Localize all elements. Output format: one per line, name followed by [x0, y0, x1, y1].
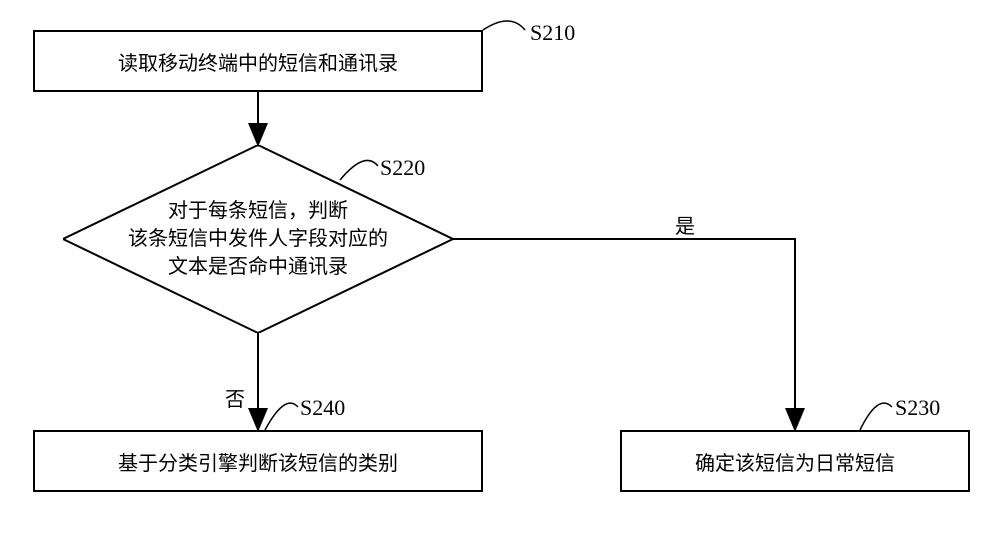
connectors — [0, 0, 1000, 536]
edge-e2 — [453, 239, 795, 430]
leader-s230 — [860, 403, 892, 430]
leader-s240 — [265, 403, 298, 430]
edge-label-yes: 是 — [675, 210, 695, 239]
edge-label-no: 否 — [225, 383, 245, 412]
leader-s210 — [483, 21, 525, 30]
leader-s220 — [340, 160, 378, 180]
